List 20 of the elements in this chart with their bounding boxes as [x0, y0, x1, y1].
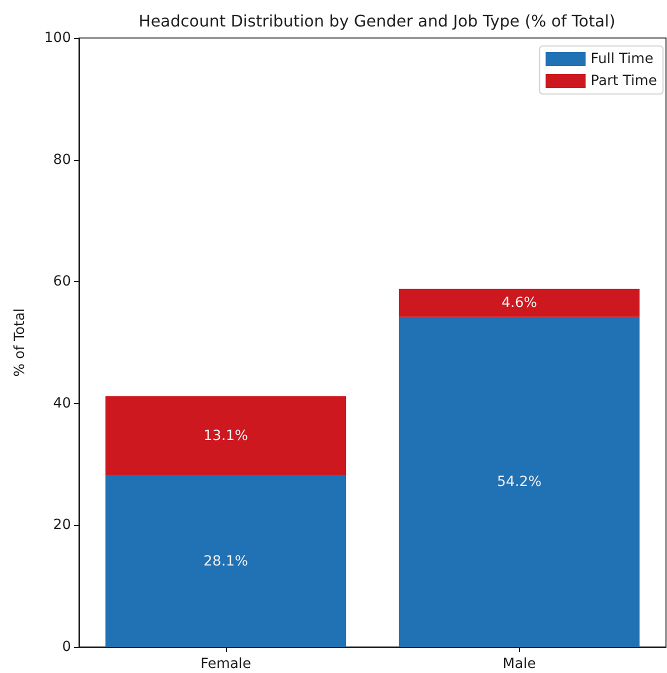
bar — [105, 396, 346, 476]
y-tick-label: 40 — [53, 395, 71, 412]
x-tick-label: Male — [502, 656, 536, 672]
y-tick-label: 0 — [62, 639, 71, 655]
legend-label: Full Time — [590, 51, 654, 67]
legend-label: Part Time — [590, 73, 658, 89]
x-tick-label: Female — [200, 656, 252, 672]
data-label: 4.6% — [501, 294, 538, 311]
bar — [105, 476, 346, 647]
data-label: 54.2% — [497, 474, 542, 490]
y-tick-label: 80 — [53, 152, 71, 168]
chart-title: Headcount Distribution by Gender and Job Type (% of Total) — [138, 12, 616, 30]
bar — [398, 316, 640, 647]
data-label: 28.1% — [204, 553, 248, 570]
bar — [398, 288, 640, 317]
y-tick-label: 60 — [53, 274, 71, 290]
y-tick-label: 20 — [53, 517, 71, 534]
y-tick-label: 100 — [44, 30, 71, 46]
data-label: 13.1% — [204, 428, 248, 444]
y-axis-title: % of Total — [12, 308, 28, 377]
